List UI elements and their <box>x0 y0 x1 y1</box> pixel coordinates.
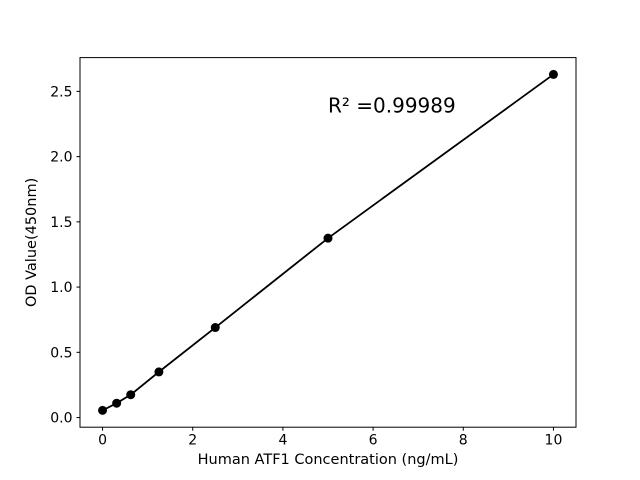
y-tick-label: 1.5 <box>50 215 72 231</box>
x-tick-label: 6 <box>369 432 378 448</box>
y-tick-label: 2.5 <box>50 84 72 100</box>
data-series <box>98 69 558 415</box>
x-axis-ticks: 0 2 4 6 8 10 <box>98 427 562 448</box>
y-axis-label: OD Value(450nm) <box>24 178 40 307</box>
y-tick-label: 1.0 <box>50 280 72 296</box>
y-tick-label: 0.0 <box>50 411 72 427</box>
data-point <box>548 69 558 79</box>
x-tick-label: 4 <box>278 432 287 448</box>
x-tick-label: 2 <box>188 432 197 448</box>
plot-frame <box>79 57 577 428</box>
x-axis-label: Human ATF1 Concentration (ng/mL) <box>198 452 459 468</box>
y-axis-ticks: 0.0 0.5 1.0 1.5 2.0 2.5 <box>50 84 80 427</box>
data-point <box>98 405 108 415</box>
data-point <box>126 390 136 400</box>
y-tick-label: 2.0 <box>50 150 72 166</box>
y-tick-label: 0.5 <box>50 345 72 361</box>
x-tick-label: 10 <box>545 432 563 448</box>
x-tick-label: 0 <box>98 432 107 448</box>
data-point <box>323 233 333 243</box>
x-tick-label: 8 <box>459 432 468 448</box>
r-squared-annotation: R² =0.99989 <box>328 93 456 117</box>
data-point <box>210 323 220 333</box>
data-point <box>154 367 164 377</box>
data-point <box>112 398 122 408</box>
